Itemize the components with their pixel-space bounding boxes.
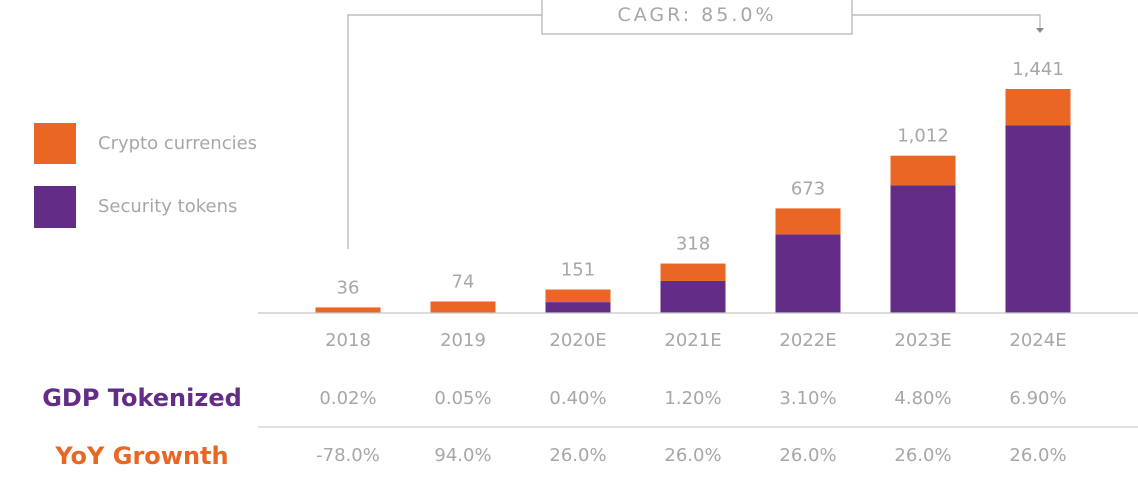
total-label-2022E: 673 xyxy=(791,178,825,199)
bar-crypto-currencies-2024E xyxy=(1005,89,1071,126)
bar-crypto-currencies-2019 xyxy=(430,301,496,313)
x-tick-label-2022E: 2022E xyxy=(779,330,836,351)
x-tick-label-2020E: 2020E xyxy=(549,330,606,351)
legend-swatch-crypto xyxy=(34,123,76,164)
cagr-box xyxy=(541,0,853,35)
cagr-label: CAGR: 85.0% xyxy=(617,4,776,26)
x-tick-label-2021E: 2021E xyxy=(664,330,721,351)
gdp-value-2019: 0.05% xyxy=(434,388,491,409)
bar-crypto-currencies-2023E xyxy=(890,155,956,186)
total-label-2021E: 318 xyxy=(676,234,710,255)
total-labels: 36 74 151 318 673 1,012 1,441 xyxy=(337,59,1064,298)
yoy-value-2023E: 26.0% xyxy=(894,445,951,466)
gdp-value-2020E: 0.40% xyxy=(549,388,606,409)
total-label-2020E: 151 xyxy=(561,260,595,281)
x-tick-label-2024E: 2024E xyxy=(1009,330,1066,351)
bar-crypto-currencies-2018 xyxy=(315,307,381,313)
legend-label-security: Security tokens xyxy=(98,196,237,217)
total-label-2018: 36 xyxy=(337,277,360,298)
bar-security-tokens-2020E xyxy=(545,302,611,313)
total-label-2024E: 1,441 xyxy=(1012,59,1064,80)
yoy-value-2022E: 26.0% xyxy=(779,445,836,466)
yoy-value-2019: 94.0% xyxy=(434,445,491,466)
gdp-value-2021E: 1.20% xyxy=(664,388,721,409)
cagr-bracket-left xyxy=(347,14,542,249)
bar-crypto-currencies-2022E xyxy=(775,208,841,235)
gdp-value-2024E: 6.90% xyxy=(1009,388,1066,409)
bar-security-tokens-2023E xyxy=(890,185,956,313)
bars xyxy=(315,89,1071,313)
gdp-value-2022E: 3.10% xyxy=(779,388,836,409)
yoy-value-2021E: 26.0% xyxy=(664,445,721,466)
x-tick-label-2018: 2018 xyxy=(325,330,371,351)
legend-label-crypto: Crypto currencies xyxy=(98,133,257,154)
legend: Crypto currencies Security tokens xyxy=(34,123,257,228)
bar-crypto-currencies-2020E xyxy=(545,289,611,303)
cagr-arrow-icon xyxy=(1036,28,1044,33)
total-label-2023E: 1,012 xyxy=(897,126,949,147)
yoy-value-2024E: 26.0% xyxy=(1009,445,1066,466)
x-tick-label-2019: 2019 xyxy=(440,330,486,351)
gdp-value-2023E: 4.80% xyxy=(894,388,951,409)
bar-crypto-currencies-2021E xyxy=(660,263,726,281)
yoy-row-values: -78.0% 94.0% 26.0% 26.0% 26.0% 26.0% 26.0% xyxy=(316,445,1066,466)
cagr-annotation: CAGR: 85.0% xyxy=(347,0,1044,249)
total-label-2019: 74 xyxy=(452,271,475,292)
yoy-value-2018: -78.0% xyxy=(316,445,380,466)
bar-security-tokens-2022E xyxy=(775,234,841,313)
legend-swatch-security xyxy=(34,186,76,228)
bar-security-tokens-2024E xyxy=(1005,125,1071,313)
bar-security-tokens-2021E xyxy=(660,280,726,313)
cagr-bracket-right xyxy=(852,14,1041,28)
gdp-row-values: 0.02% 0.05% 0.40% 1.20% 3.10% 4.80% 6.90% xyxy=(319,388,1066,409)
yoy-row-title: YoY Grownth xyxy=(54,442,228,470)
x-tick-labels: 2018 2019 2020E 2021E 2022E 2023E 2024E xyxy=(325,330,1067,351)
x-tick-label-2023E: 2023E xyxy=(894,330,951,351)
yoy-value-2020E: 26.0% xyxy=(549,445,606,466)
gdp-row-title: GDP Tokenized xyxy=(42,384,242,412)
gdp-value-2018: 0.02% xyxy=(319,388,376,409)
